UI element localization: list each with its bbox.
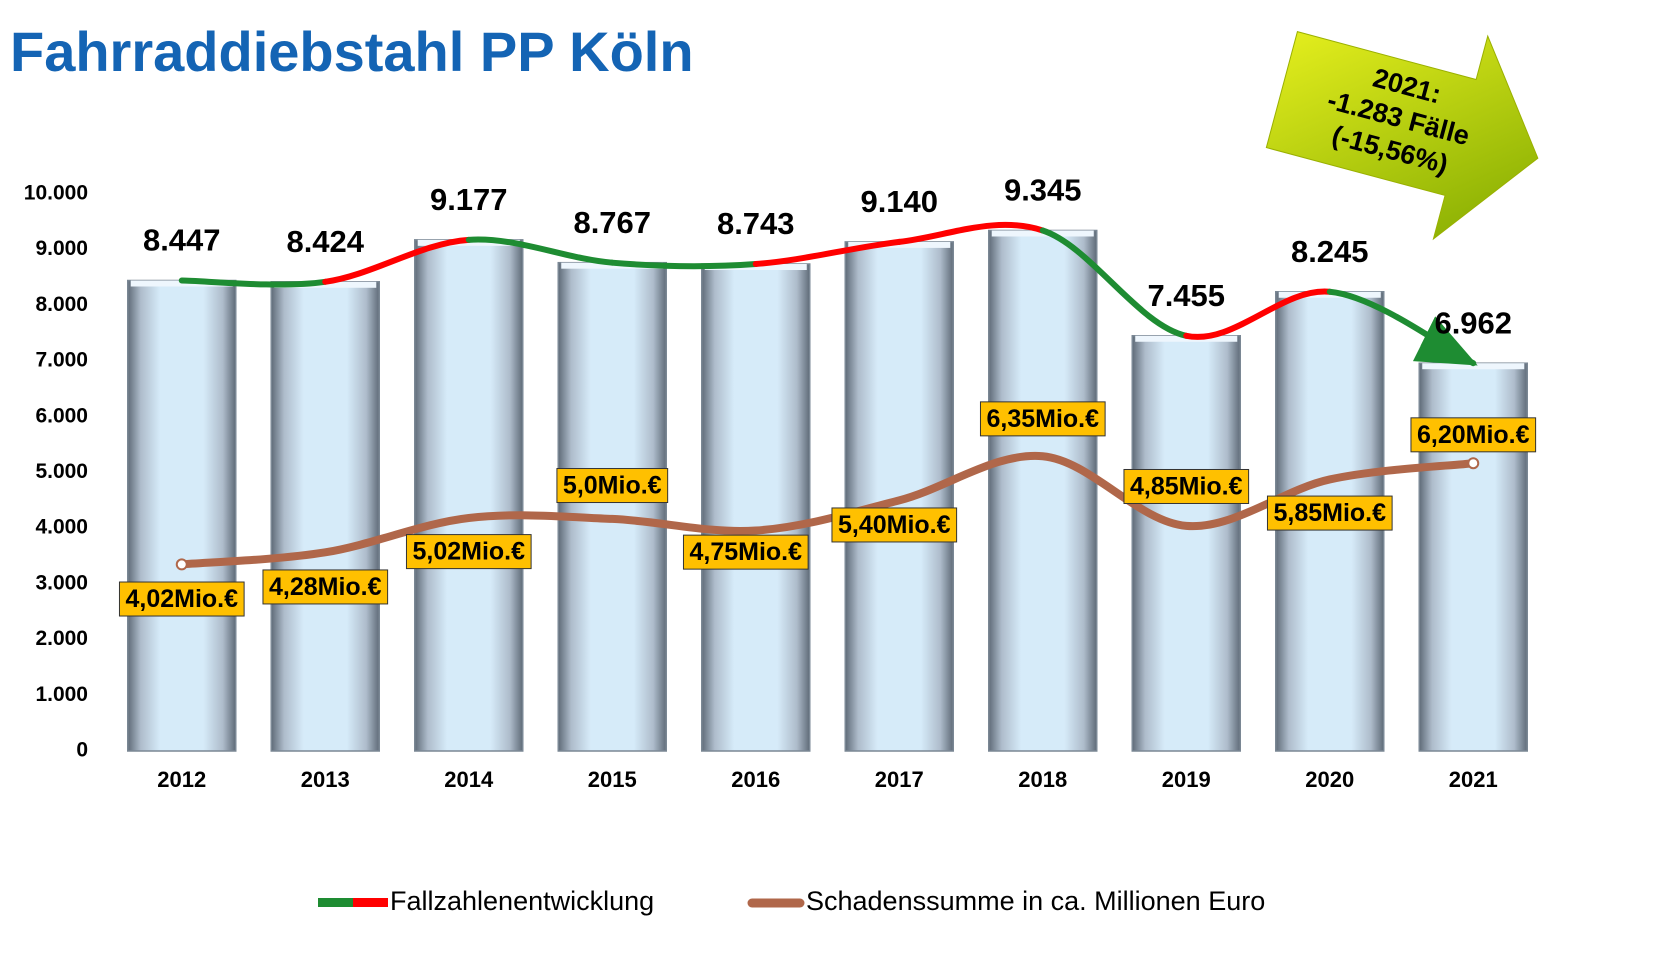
line-end-marker (1468, 458, 1478, 468)
x-tick-label: 2014 (444, 767, 494, 792)
value-label-box: 5,85Mio.€ (1267, 496, 1392, 530)
value-label: 7.455 (1147, 278, 1225, 313)
x-tick-label: 2017 (875, 767, 924, 792)
value-label-box: 6,20Mio.€ (1411, 418, 1536, 452)
y-tick-label: 1.000 (35, 683, 88, 706)
y-tick-label: 7.000 (35, 349, 88, 372)
x-tick-label: 2016 (731, 767, 780, 792)
value-label: 9.345 (1004, 173, 1082, 208)
y-tick-label: 2.000 (35, 627, 88, 650)
value-label: 5,02Mio.€ (412, 538, 525, 566)
value-label: 9.177 (430, 182, 508, 217)
legend-swatch (353, 898, 388, 907)
x-tick-label: 2018 (1018, 767, 1067, 792)
value-label: 4,85Mio.€ (1130, 472, 1243, 500)
value-label: 6,20Mio.€ (1417, 421, 1530, 449)
line-segment (182, 281, 326, 285)
value-label: 5,0Mio.€ (563, 472, 662, 500)
value-label: 8.424 (286, 224, 364, 259)
value-label: 8.245 (1291, 234, 1369, 269)
value-label: 8.767 (573, 205, 651, 240)
y-tick-label: 8.000 (35, 293, 88, 316)
legend-label: Schadenssumme in ca. Millionen Euro (806, 886, 1265, 916)
value-label: 4,28Mio.€ (269, 573, 382, 601)
value-label-box: 4,28Mio.€ (263, 570, 388, 604)
x-tick-label: 2013 (301, 767, 350, 792)
x-tick-label: 2015 (588, 767, 637, 792)
line-segment (612, 263, 756, 267)
y-tick-label: 9.000 (35, 237, 88, 260)
value-label: 6,35Mio.€ (986, 405, 1099, 433)
bar (128, 281, 236, 751)
chart: Fahrraddiebstahl PP Köln 2021:-1.283 Fäl… (0, 0, 1670, 977)
bar (1132, 336, 1240, 751)
value-label: 4,02Mio.€ (125, 585, 238, 613)
annotation: 2021:-1.283 Fälle(-15,56%) (1255, 0, 1565, 260)
y-tick-label: 6.000 (35, 404, 88, 427)
y-tick-label: 0 (76, 739, 88, 762)
value-label: 5,40Mio.€ (838, 511, 951, 539)
y-tick-label: 4.000 (35, 516, 88, 539)
value-label: 9.140 (860, 184, 938, 219)
value-label: 6.962 (1434, 305, 1512, 340)
bar (989, 230, 1097, 751)
value-label-box: 5,0Mio.€ (557, 469, 668, 503)
value-label: 4,75Mio.€ (689, 538, 802, 566)
chart-title: Fahrraddiebstahl PP Köln (10, 20, 694, 83)
value-label-box: 4,02Mio.€ (119, 582, 244, 616)
value-label-box: 6,35Mio.€ (980, 402, 1105, 436)
y-tick-label: 10.000 (24, 182, 88, 205)
value-label-box: 5,40Mio.€ (832, 508, 957, 542)
y-tick-label: 3.000 (35, 571, 88, 594)
value-label-box: 4,85Mio.€ (1124, 469, 1249, 503)
legend-label: Fallzahlenentwicklung (390, 886, 654, 916)
bar (558, 263, 666, 751)
x-tick-label: 2019 (1162, 767, 1211, 792)
value-label: 8.447 (143, 223, 221, 258)
x-tick-label: 2012 (157, 767, 206, 792)
bar (271, 282, 379, 751)
value-label: 5,85Mio.€ (1273, 499, 1386, 527)
y-tick-label: 5.000 (35, 460, 88, 483)
bar (415, 240, 523, 751)
legend-swatch (318, 898, 353, 907)
bar (702, 264, 810, 751)
x-tick-label: 2020 (1305, 767, 1354, 792)
x-tick-label: 2021 (1449, 767, 1498, 792)
value-label: 8.743 (717, 206, 795, 241)
value-label-box: 4,75Mio.€ (683, 535, 808, 569)
value-label-box: 5,02Mio.€ (406, 535, 531, 569)
line-end-marker (177, 559, 187, 569)
